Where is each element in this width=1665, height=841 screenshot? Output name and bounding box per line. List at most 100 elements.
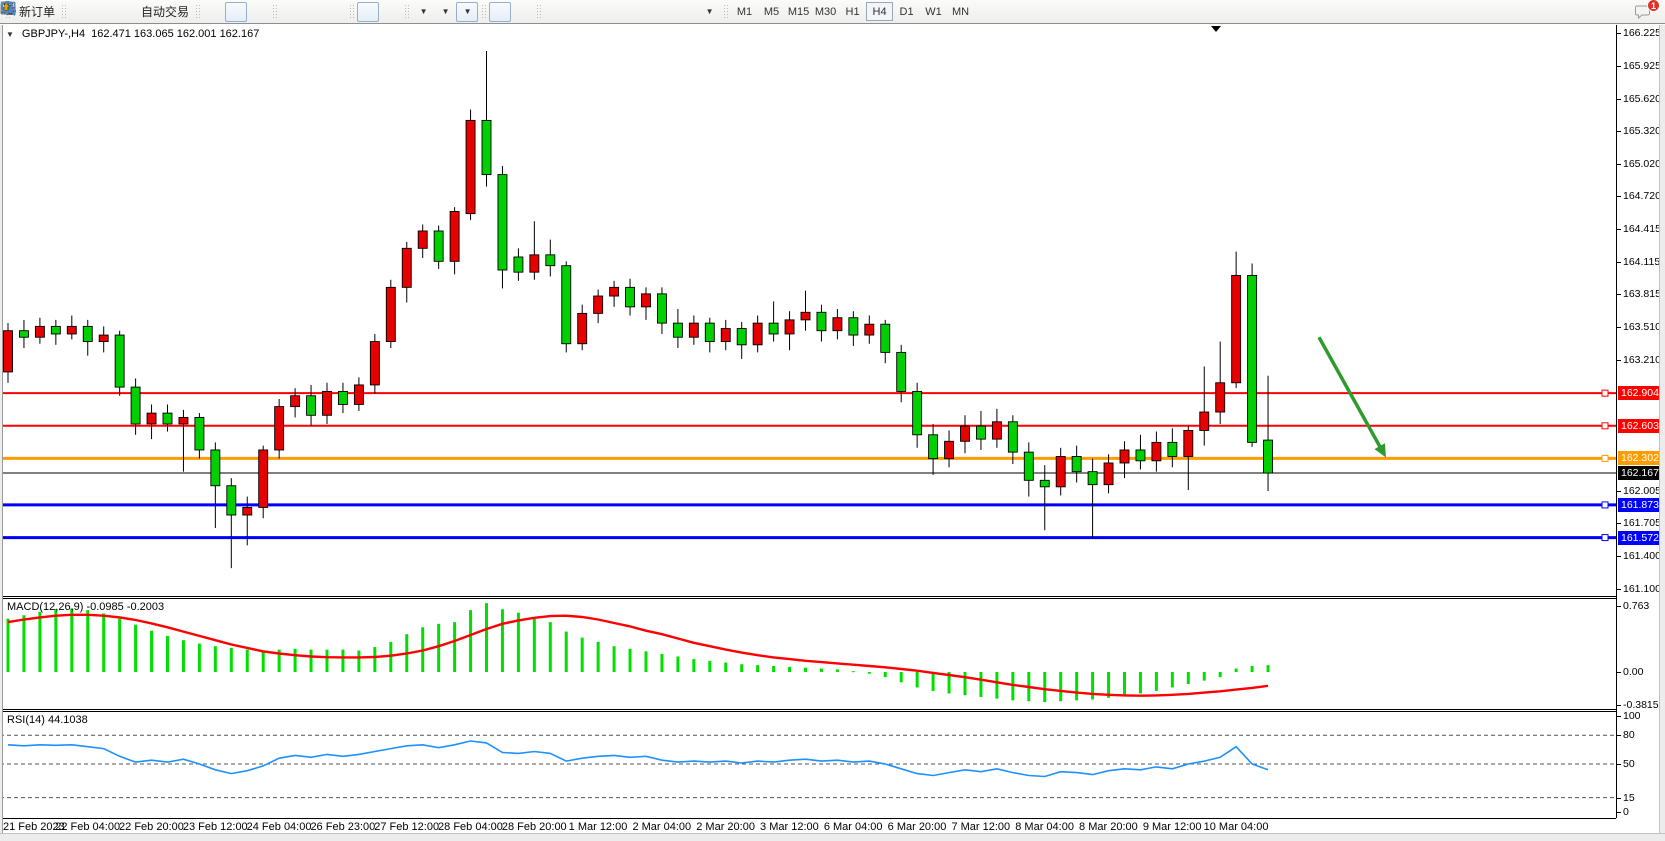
axis-tick <box>1617 764 1621 765</box>
price-axis[interactable]: 166.225 165.925 165.620 165.320 165.020 164.7… <box>1616 25 1661 818</box>
time-axis-label: 28 Feb 20:00 <box>501 821 567 833</box>
axis-tick <box>1617 261 1621 263</box>
pane-separator[interactable] <box>0 711 1616 712</box>
axis-tick-label: -0.3815 <box>1623 698 1659 711</box>
dropdown-caret-icon: ▼ <box>419 7 428 16</box>
toolbar-grip <box>272 3 278 20</box>
toolbar-grip <box>349 3 355 20</box>
timeframe-m15[interactable]: M15 <box>787 5 810 18</box>
window-edge-right <box>1659 25 1665 841</box>
annotation-arrow[interactable] <box>1317 336 1386 458</box>
macd-indicator-pane[interactable]: MACD(12,26,9) -0.0985 -0.2003 <box>0 599 1616 709</box>
time-axis-label: 2 Mar 20:00 <box>696 821 755 833</box>
time-axis-label: 23 Feb 12:00 <box>182 821 248 833</box>
pane-separator[interactable] <box>0 598 1616 599</box>
timeframe-d1[interactable]: D1 <box>899 5 914 18</box>
axis-tick <box>1617 196 1621 198</box>
price-line-label-162.302: 162.302 <box>1618 451 1659 466</box>
add-indicator-button[interactable]: ▼ <box>1 1 434 22</box>
price-chart-pane[interactable]: ▼ GBPJPY-,H4 162.471 163.065 162.001 162… <box>0 25 1616 596</box>
timeframe-mn[interactable]: MN <box>951 5 970 18</box>
timeframe-h1[interactable]: H1 <box>845 5 860 18</box>
timeframe-h4[interactable]: H4 <box>866 2 894 21</box>
horizontal-line-button[interactable] <box>2 2 588 22</box>
time-axis-label: 26 Feb 23:00 <box>310 821 376 833</box>
templates-button[interactable]: ▼ <box>0 1 479 22</box>
timeframe-m5[interactable]: M5 <box>763 5 780 18</box>
trendline-button[interactable] <box>1 2 610 22</box>
axis-tick-label: 165.020 <box>1623 157 1661 170</box>
rsi-label: RSI(14) 44.1038 <box>7 714 88 726</box>
axis-tick-label: 163.815 <box>1623 288 1661 301</box>
axis-tick <box>1617 490 1621 492</box>
fibonacci-button[interactable]: F <box>2 2 654 22</box>
axis-tick-label: 50 <box>1623 758 1635 770</box>
vertical-line-button[interactable] <box>7 2 566 22</box>
new-order-button[interactable]: 新订单 <box>1 1 58 22</box>
notifications-button[interactable]: 1 <box>1633 0 1660 22</box>
timeframe-m30[interactable]: M30 <box>814 5 837 18</box>
tile-windows-button[interactable] <box>2 2 346 22</box>
one-click-trading-toggle-icon[interactable]: ▼ <box>6 29 14 39</box>
time-axis[interactable]: 21 Feb 2023 22 Feb 04:00 22 Feb 20:00 23 Fe… <box>0 818 1616 833</box>
timeframe-w1[interactable]: W1 <box>925 5 942 18</box>
crosshair-button[interactable] <box>1 1 533 22</box>
axis-tick <box>1617 131 1621 133</box>
zoom-out-button[interactable] <box>1 1 324 22</box>
text-label-button[interactable]: T <box>1 2 698 22</box>
time-axis-label: 8 Mar 04:00 <box>1015 821 1074 833</box>
axis-tick <box>1617 672 1621 673</box>
rsi-indicator-pane[interactable]: RSI(14) 44.1038 <box>0 712 1616 817</box>
cursor-button[interactable] <box>4 1 512 22</box>
line-chart-mode-button[interactable] <box>1 2 269 22</box>
bar-chart-mode-button[interactable] <box>2 2 225 22</box>
timeframe-group: M1 M5 M15 M30 H1 H4 D1 W1 MN <box>731 1 974 23</box>
time-axis-label: 22 Feb 20:00 <box>119 821 184 833</box>
timeframe-m1[interactable]: M1 <box>736 5 753 18</box>
zoom-in-button[interactable] <box>1 1 302 22</box>
auto-trading-button[interactable]: 自动交易 <box>0 2 192 22</box>
arrows-button[interactable]: ▼ <box>3 2 720 22</box>
toolbar-grip <box>536 3 542 20</box>
indicator-window-down-button[interactable] <box>1 2 401 22</box>
axis-tick <box>1617 716 1621 717</box>
toolbar-grip <box>404 3 410 20</box>
candlestick-chart[interactable] <box>0 25 1616 596</box>
chart-shift-marker-icon[interactable] <box>1211 26 1221 32</box>
toolbar-grip <box>61 3 67 20</box>
axis-tick <box>1617 359 1621 361</box>
time-axis-label: 3 Mar 12:00 <box>760 821 819 833</box>
axis-tick <box>1617 163 1621 165</box>
axis-tick <box>1617 606 1621 608</box>
signals-button[interactable] <box>1 1 135 22</box>
equidistant-channel-button[interactable]: E <box>0 2 632 22</box>
data-window-button[interactable] <box>1 2 113 22</box>
market-watch-button[interactable] <box>1 2 91 22</box>
axis-tick-label: 0.763 <box>1623 600 1650 613</box>
chart-title: ▼ GBPJPY-,H4 162.471 163.065 162.001 162… <box>6 28 259 40</box>
search-button[interactable] <box>1 1 1633 22</box>
svg-text:A: A <box>4 1 12 15</box>
axis-tick <box>1617 98 1621 100</box>
pane-separator[interactable] <box>0 596 1616 597</box>
axis-tick-label: 164.115 <box>1623 255 1661 268</box>
axis-tick-label: 164.720 <box>1623 190 1661 203</box>
pane-separator[interactable] <box>0 709 1616 710</box>
axis-tick-label: 15 <box>1623 791 1635 804</box>
periods-button[interactable]: ▼ <box>1 1 456 22</box>
axis-tick <box>1617 33 1621 35</box>
axis-tick-label: 0.00 <box>1623 666 1644 678</box>
candlestick-mode-button[interactable] <box>2 1 248 22</box>
text-button[interactable]: A <box>4 1 676 22</box>
axis-tick <box>1617 704 1621 706</box>
new-order-label: 新订单 <box>19 5 56 19</box>
axis-tick-label: 162.005 <box>1623 484 1661 497</box>
time-axis-label: 10 Mar 04:00 <box>1203 821 1269 833</box>
price-line-label-162.603: 162.603 <box>1618 418 1659 433</box>
axis-tick-label: 100 <box>1623 710 1641 722</box>
chart-window: ▼ GBPJPY-,H4 162.471 163.065 162.001 162… <box>0 25 1665 841</box>
axis-tick <box>1617 229 1621 231</box>
indicator-window-up-button[interactable] <box>1 1 380 22</box>
axis-tick <box>1617 588 1621 590</box>
